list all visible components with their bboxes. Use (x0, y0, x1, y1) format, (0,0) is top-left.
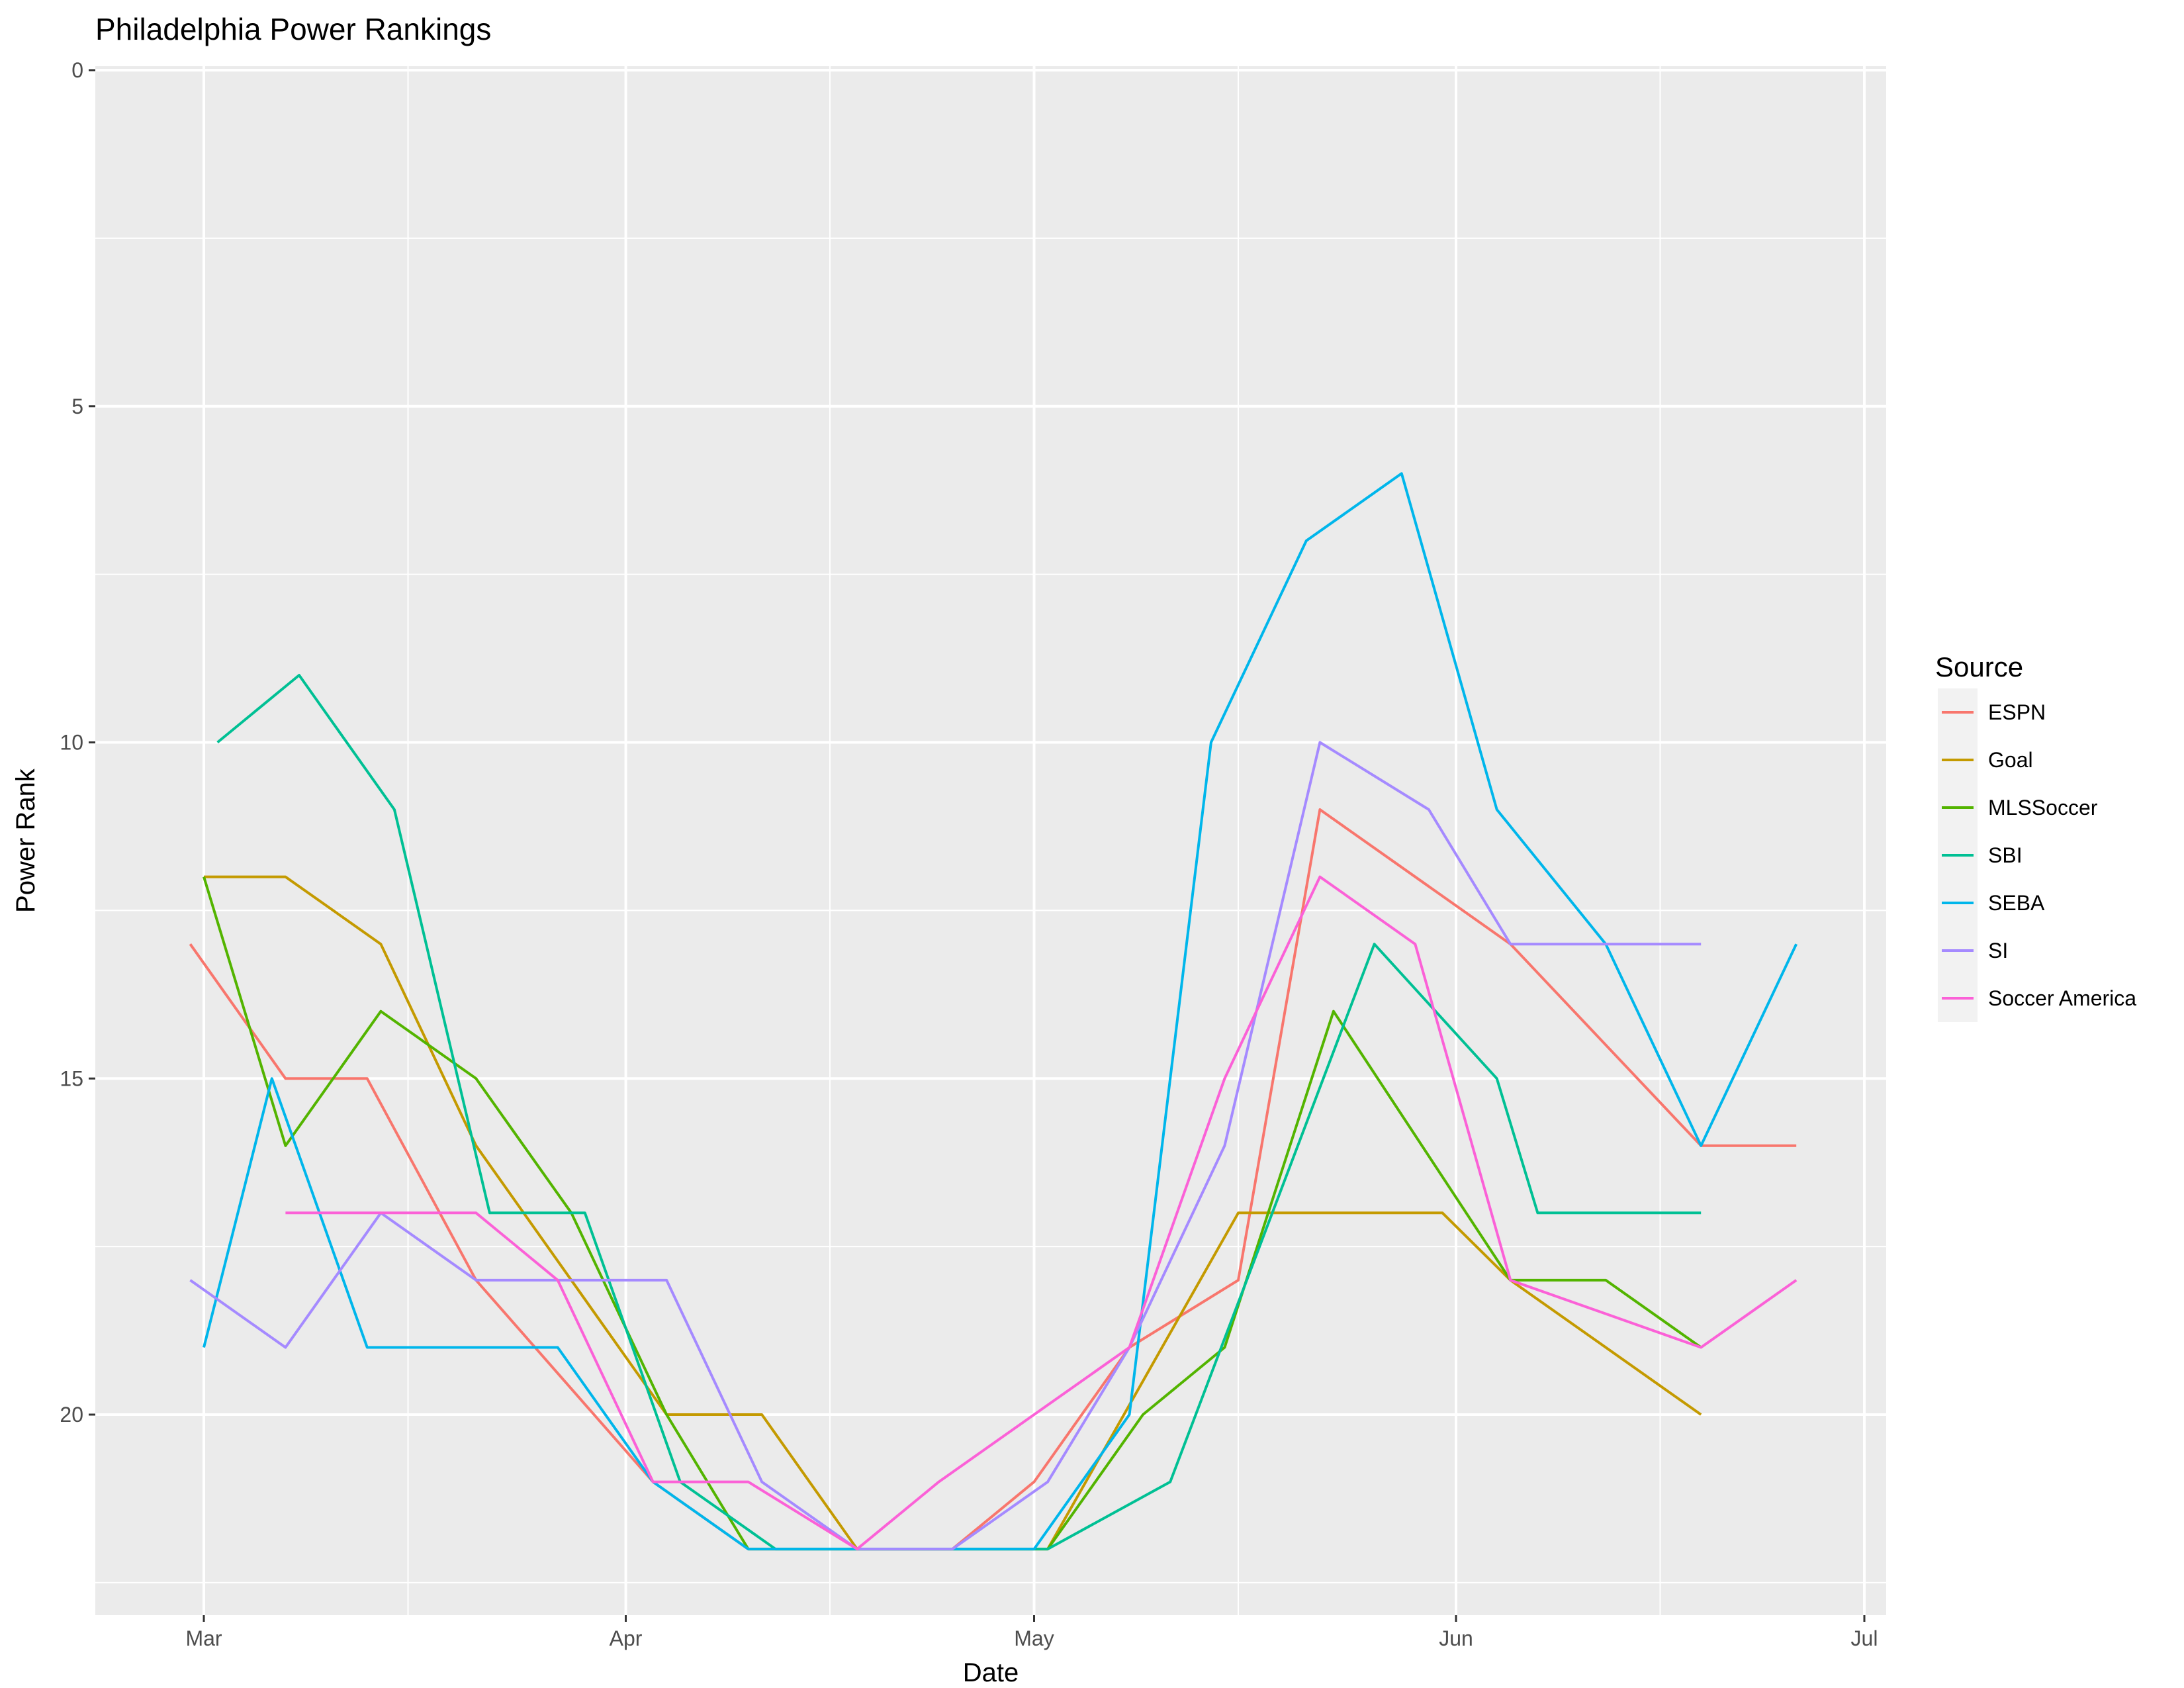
legend-title: Source (1935, 651, 2023, 682)
legend-label: MLSSoccer (1988, 796, 2098, 820)
minor-gridlines (95, 66, 1886, 1615)
x-tick-label: Apr (610, 1626, 643, 1650)
legend-items: ESPN Goal MLSSoccer SBI SEBA SI Soccer America (1938, 688, 2136, 1022)
y-tick-label: 0 (71, 58, 83, 82)
series-lines (189, 472, 1798, 1551)
x-tick-label: Mar (185, 1626, 222, 1650)
legend-item-si: SI (1938, 927, 2008, 974)
x-tick-label: Jul (1851, 1626, 1878, 1650)
legend-label: Goal (1988, 748, 2033, 772)
series-line-soccer-america (285, 875, 1797, 1551)
chart-title: Philadelphia Power Rankings (95, 12, 491, 46)
series-line-seba (203, 472, 1798, 1551)
y-tick-label: 10 (60, 731, 83, 755)
legend-label: ESPN (1988, 700, 2046, 724)
legend-item-sbi: SBI (1938, 831, 2023, 879)
y-tick-label: 20 (60, 1403, 83, 1427)
y-tick-label: 15 (60, 1066, 83, 1090)
plot-panel (95, 66, 1886, 1615)
legend-label: SEBA (1988, 891, 2045, 915)
legend-label: SBI (1988, 843, 2023, 867)
legend-label: Soccer America (1988, 986, 2136, 1010)
y-axis-title: Power Rank (11, 768, 40, 913)
y-tick-label: 5 (71, 395, 83, 418)
series-line-si (189, 741, 1702, 1551)
legend: Source ESPN Goal MLSSoccer SBI SEBA SI Soccer … (1935, 651, 2136, 1022)
legend-item-mlssoccer: MLSSoccer (1938, 784, 2098, 831)
y-axis: 0 5 10 15 20 (60, 58, 95, 1427)
x-tick-label: May (1014, 1626, 1054, 1650)
legend-item-espn: ESPN (1938, 688, 2046, 736)
x-axis: Mar Apr May Jun Jul (185, 1615, 1878, 1650)
legend-item-goal: Goal (1938, 736, 2033, 784)
legend-item-soccer-america: Soccer America (1938, 974, 2136, 1022)
x-tick-label: Jun (1439, 1626, 1473, 1650)
legend-item-seba: SEBA (1938, 879, 2045, 927)
x-axis-title: Date (963, 1658, 1019, 1687)
major-gridlines (95, 66, 1886, 1615)
legend-label: SI (1988, 939, 2008, 962)
